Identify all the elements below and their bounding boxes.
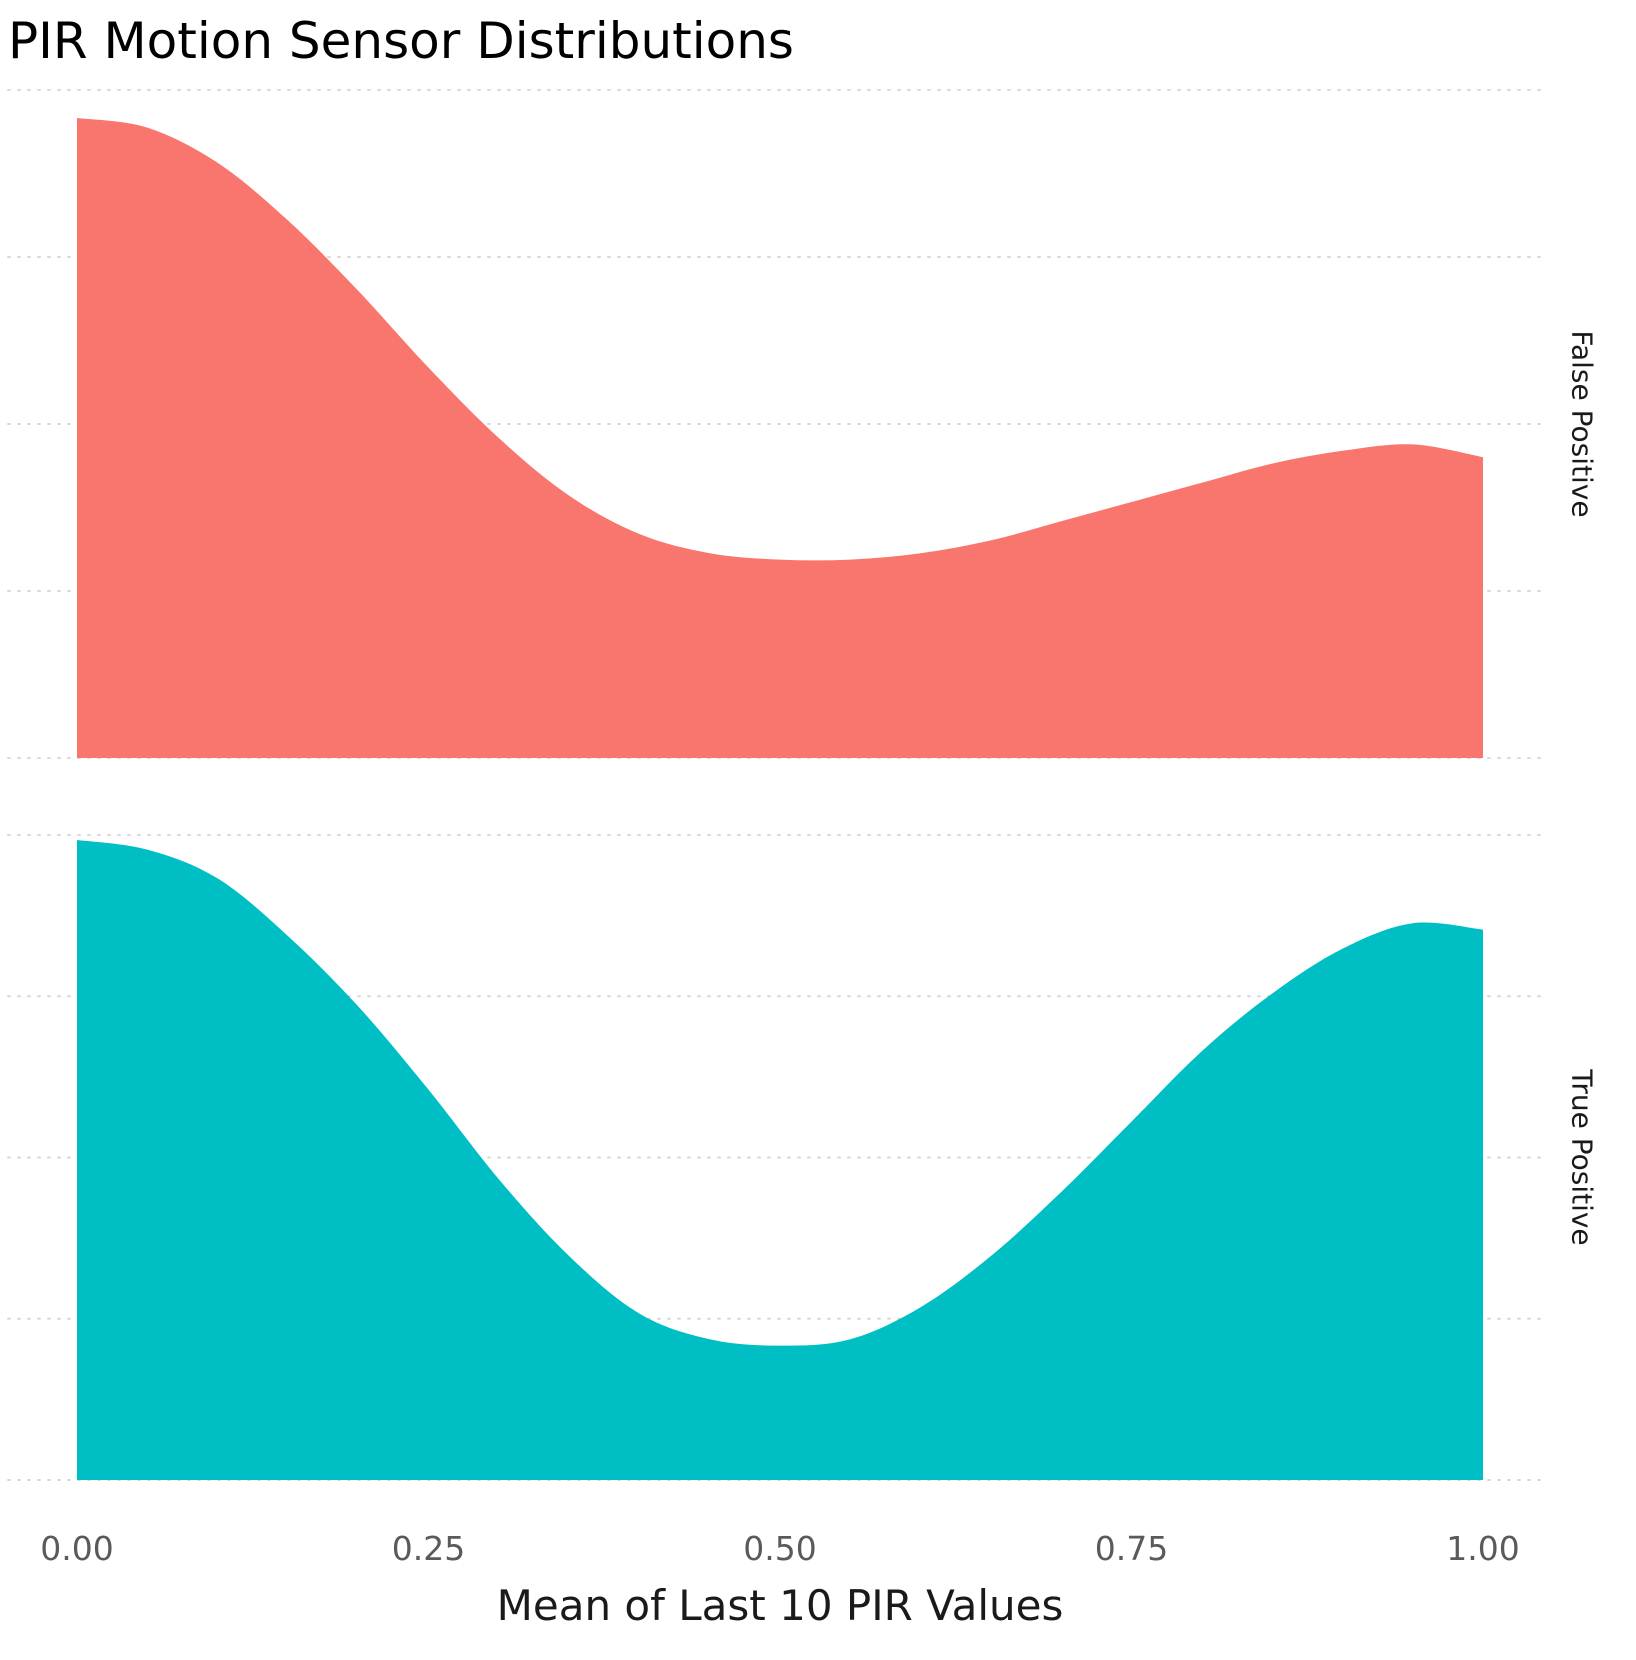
facet-panel-true-positive: True Positive [7, 834, 1599, 1481]
chart-title: PIR Motion Sensor Distributions [8, 12, 794, 70]
density-area-false-positive [77, 118, 1483, 758]
x-axis-label: Mean of Last 10 PIR Values [497, 1581, 1064, 1630]
x-tick-label: 0.50 [743, 1529, 816, 1568]
x-tick-label: 0.25 [392, 1529, 465, 1568]
x-tick-label: 0.00 [40, 1529, 113, 1568]
x-tick-label: 0.75 [1095, 1529, 1168, 1568]
facet-label-true-positive: True Positive [1566, 1068, 1599, 1245]
x-tick-label: 1.00 [1446, 1529, 1519, 1568]
facet-label-false-positive: False Positive [1566, 330, 1599, 517]
facet-panel-false-positive: False Positive [7, 89, 1599, 759]
x-axis-ticks: 0.00 0.25 0.50 0.75 1.00 [40, 1529, 1519, 1568]
density-area-true-positive [77, 840, 1483, 1480]
